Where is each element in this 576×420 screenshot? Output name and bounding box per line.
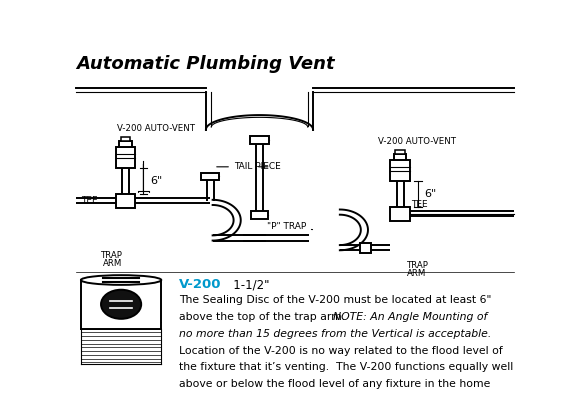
Text: 6": 6"	[425, 189, 437, 199]
Text: the fixture that it’s venting.  The V-200 functions equally well: the fixture that it’s venting. The V-200…	[179, 362, 513, 373]
Text: TEE: TEE	[81, 196, 97, 205]
Bar	[394, 154, 407, 160]
Text: above or below the flood level of any fixture in the home: above or below the flood level of any fi…	[179, 379, 491, 389]
Bar	[360, 243, 371, 252]
Bar	[202, 173, 219, 180]
Text: 1-1/2": 1-1/2"	[222, 278, 269, 291]
Bar	[249, 136, 270, 144]
Text: V-200: V-200	[179, 278, 222, 291]
Text: 6": 6"	[150, 176, 162, 186]
Text: The Sealing Disc of the V-200 must be located at least 6": The Sealing Disc of the V-200 must be lo…	[179, 295, 491, 305]
Text: no more than 15 degrees from the Vertical is acceptable.: no more than 15 degrees from the Vertica…	[179, 329, 491, 339]
Bar	[116, 147, 135, 168]
Text: Automatic Plumbing Vent: Automatic Plumbing Vent	[77, 55, 335, 73]
Text: Location of the V-200 is no way related to the flood level of: Location of the V-200 is no way related …	[179, 346, 503, 356]
Bar	[251, 211, 268, 218]
Text: V-200 AUTO-VENT: V-200 AUTO-VENT	[116, 124, 195, 133]
Bar	[395, 150, 405, 154]
Bar	[81, 280, 161, 328]
Text: "P" TRAP: "P" TRAP	[267, 222, 313, 231]
Bar	[119, 141, 132, 147]
Text: ARM: ARM	[103, 259, 122, 268]
Ellipse shape	[81, 275, 161, 285]
Text: TRAP: TRAP	[101, 251, 123, 260]
Text: NOTE: An Angle Mounting of: NOTE: An Angle Mounting of	[333, 312, 487, 322]
Text: TRAP: TRAP	[407, 260, 429, 270]
Bar	[391, 207, 410, 221]
Bar	[120, 137, 131, 141]
Text: ARM: ARM	[407, 269, 426, 278]
Bar	[116, 194, 135, 208]
Bar	[391, 160, 410, 181]
Text: V-200 AUTO-VENT: V-200 AUTO-VENT	[378, 137, 456, 146]
Text: TEE: TEE	[411, 200, 428, 209]
Text: TAIL PIECE: TAIL PIECE	[217, 162, 281, 171]
Ellipse shape	[101, 290, 141, 319]
Text: above the top of the trap arm.: above the top of the trap arm.	[179, 312, 353, 322]
